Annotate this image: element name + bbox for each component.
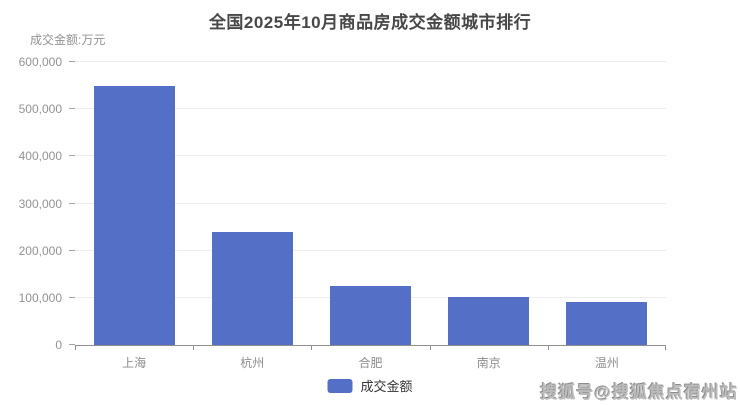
- bar-band: [430, 62, 548, 345]
- bar-band: [75, 62, 193, 345]
- bar-band: [193, 62, 311, 345]
- y-tick-label: 600,000: [18, 55, 62, 69]
- y-tick-label: 300,000: [18, 196, 62, 211]
- bar-温州[interactable]: [566, 302, 648, 345]
- plot-area: 0 100,000 200,000 300,000 400,000 500,000 600,…: [19, 55, 666, 370]
- x-tick: [547, 345, 549, 350]
- y-axis-name: 成交金额:万元: [30, 33, 106, 47]
- x-tick: [665, 345, 666, 350]
- y-tick-label: 400,000: [18, 149, 62, 164]
- watermark: 搜狐号@搜狐焦点宿州站: [540, 383, 738, 402]
- bar-band: [548, 62, 666, 345]
- bar-band: [311, 62, 429, 345]
- y-tick-label: 200,000: [18, 243, 62, 258]
- legend-item[interactable]: 成交金额: [327, 376, 413, 395]
- y-tick-label: 500,000: [18, 102, 62, 117]
- x-axis-label: 上海: [122, 356, 147, 370]
- x-tick: [311, 345, 313, 350]
- chart-title: 全国2025年10月商品房成交金额城市排行: [208, 13, 532, 32]
- x-tick: [429, 345, 431, 350]
- y-tick-label: 0: [55, 338, 62, 352]
- bar-南京[interactable]: [448, 296, 530, 345]
- legend-label: 成交金额: [360, 379, 413, 394]
- bars: [75, 62, 666, 345]
- x-axis-labels: 上海 杭州 合肥 南京 温州: [75, 354, 666, 371]
- x-axis-label: 温州: [594, 356, 619, 370]
- x-axis-label: 南京: [476, 356, 501, 370]
- bar-合肥[interactable]: [330, 286, 411, 345]
- bar-杭州[interactable]: [211, 231, 293, 345]
- legend-swatch: [327, 378, 353, 393]
- x-tick: [75, 345, 76, 350]
- x-tick: [193, 345, 195, 350]
- x-axis-label: 合肥: [358, 356, 383, 370]
- bar-上海[interactable]: [93, 85, 175, 345]
- x-axis-label: 杭州: [240, 356, 265, 370]
- y-tick-label: 100,000: [18, 290, 62, 305]
